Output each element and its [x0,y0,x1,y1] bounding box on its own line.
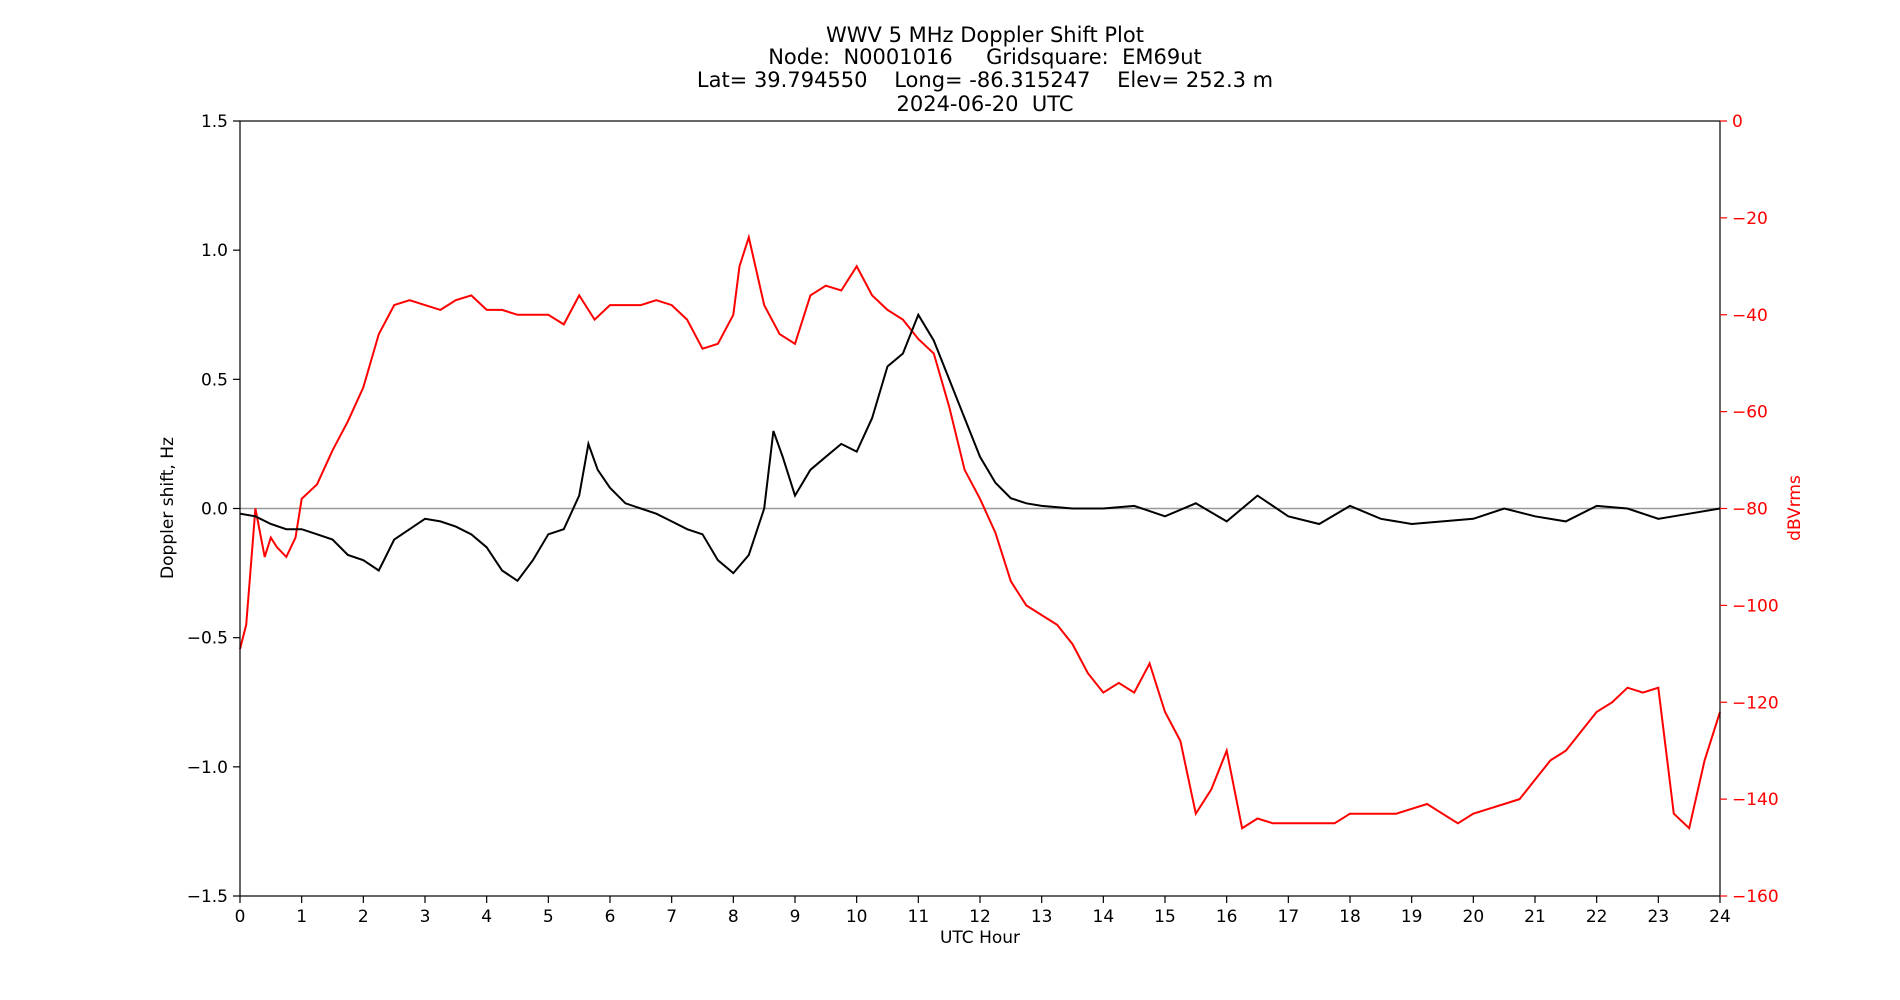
x-tick-label: 10 [846,907,868,927]
x-tick-label: 17 [1278,907,1300,927]
x-tick-label: 0 [235,907,246,927]
left-y-tick-label: 0.0 [201,500,228,520]
left-y-axis-ticks: −1.5 −1.0 −0.5 0.0 0.5 1.0 1.5 [187,112,240,907]
x-tick-label: 11 [908,907,930,927]
right-y-tick-label: −100 [1732,596,1779,616]
x-tick-label: 5 [543,907,554,927]
left-y-tick-label: 0.5 [201,370,228,390]
x-tick-label: 23 [1648,907,1670,927]
left-y-tick-label: 1.5 [201,112,228,132]
right-y-axis-ticks: −160 −140 −120 −100 −80 −60 −40 −20 0 [1720,112,1779,907]
right-y-tick-label: −40 [1732,306,1768,326]
x-tick-label: 2 [358,907,369,927]
x-tick-label: 19 [1401,907,1423,927]
x-tick-label: 9 [790,907,801,927]
right-y-tick-label: −80 [1732,500,1768,520]
x-tick-label: 4 [481,907,492,927]
x-axis-ticks: 0 1 2 3 4 5 6 7 8 9 10 11 12 13 14 15 16 17 18 19 20 21 22 23 24 [235,896,1731,927]
x-tick-label: 6 [605,907,616,927]
x-tick-label: 15 [1154,907,1176,927]
x-tick-label: 20 [1463,907,1485,927]
right-y-tick-label: −20 [1732,209,1768,229]
x-tick-label: 13 [1031,907,1053,927]
right-y-tick-label: −120 [1732,693,1779,713]
power-series-line [239,233,1721,831]
title-line-3: Lat= 39.794550 Long= -86.315247 Elev= 25… [697,68,1273,92]
x-tick-label: 12 [969,907,991,927]
x-tick-label: 14 [1093,907,1115,927]
right-y-tick-label: −60 [1732,403,1768,423]
x-tick-label: 3 [420,907,431,927]
left-y-axis-label: Doppler shift, Hz [158,437,178,579]
title-line-4: 2024-06-20 UTC [896,92,1073,116]
x-tick-label: 1 [296,907,307,927]
right-y-tick-label: −140 [1732,790,1779,810]
right-y-tick-label: 0 [1732,112,1743,132]
x-tick-label: 16 [1216,907,1238,927]
title-line-2: Node: N0001016 Gridsquare: EM69ut [768,45,1202,69]
left-y-tick-label: −0.5 [187,629,228,649]
x-tick-label: 18 [1339,907,1361,927]
x-tick-label: 21 [1524,907,1546,927]
x-tick-label: 24 [1709,907,1731,927]
right-y-tick-label: −160 [1732,887,1779,907]
chart-title: WWV 5 MHz Doppler Shift Plot Node: N0001… [697,23,1273,116]
right-y-axis-label: dBVrms [1785,475,1805,541]
left-y-tick-label: −1.0 [187,758,228,778]
title-line-1: WWV 5 MHz Doppler Shift Plot [826,23,1144,47]
doppler-series-line [239,312,1721,583]
x-axis-label: UTC Hour [940,928,1020,948]
x-tick-label: 7 [666,907,677,927]
x-tick-label: 8 [728,907,739,927]
x-tick-label: 22 [1586,907,1608,927]
left-y-tick-label: 1.0 [201,241,228,261]
left-y-tick-label: −1.5 [187,887,228,907]
